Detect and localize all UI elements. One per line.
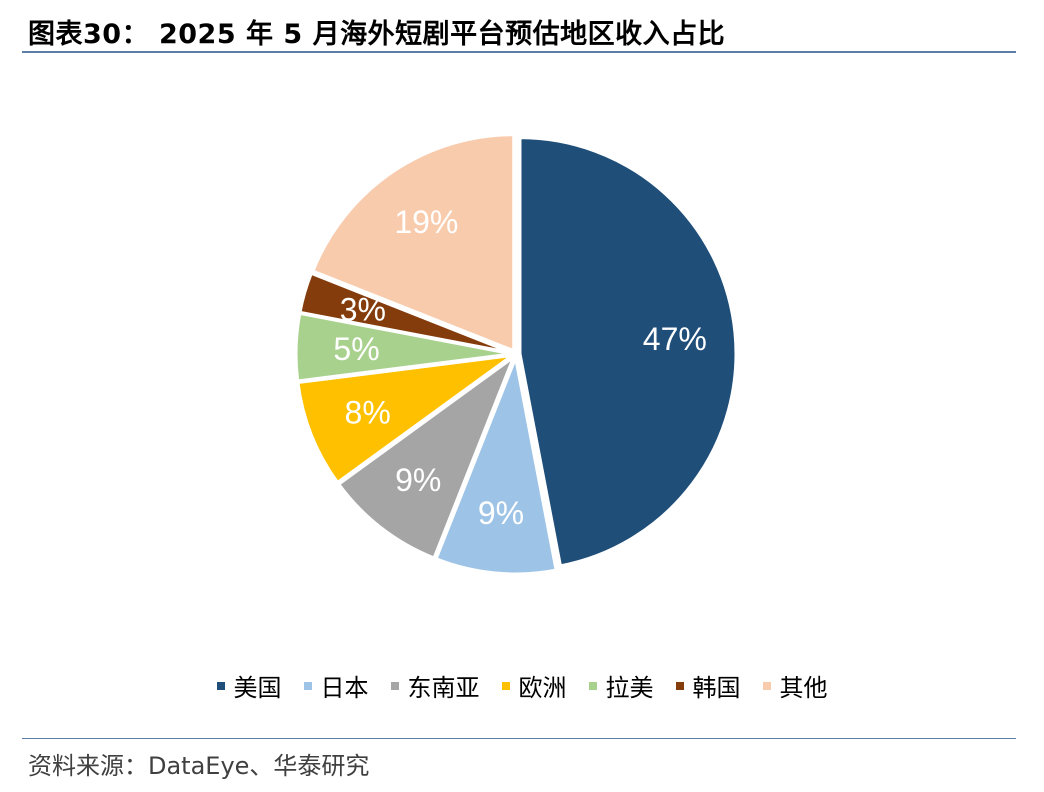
slice-label-0: 47% (643, 321, 707, 357)
pie-slice-6 (310, 133, 516, 353)
pie-slice-5 (298, 271, 513, 355)
pie-slice-0 (518, 136, 738, 568)
legend-item-2: 东南亚 (390, 668, 480, 703)
legend-swatch (501, 681, 510, 690)
legend-item-5: 韩国 (675, 668, 741, 703)
legend-label: 拉美 (605, 674, 654, 702)
title-divider (22, 51, 1016, 53)
slice-label-6: 19% (394, 204, 458, 240)
slice-label-2: 9% (395, 462, 441, 498)
source-note: 资料来源：DataEye、华泰研究 (28, 752, 370, 780)
slice-label-1: 9% (478, 495, 524, 531)
legend-swatch (762, 681, 771, 690)
pie-slice-3 (296, 353, 514, 485)
legend-swatch (303, 681, 312, 690)
chart-legend: 美国 日本 东南亚 欧洲 拉美 韩国 其他 (0, 668, 1044, 703)
pie-chart: 47%9%9%8%5%3%19% (294, 133, 738, 576)
legend-item-0: 美国 (216, 668, 282, 703)
legend-swatch (675, 681, 684, 690)
legend-label: 东南亚 (407, 674, 480, 702)
slice-label-4: 5% (333, 331, 379, 367)
pie-slice-1 (434, 352, 558, 576)
source-divider (22, 738, 1016, 739)
legend-item-6: 其他 (762, 668, 828, 703)
legend-swatch (390, 681, 399, 690)
legend-item-1: 日本 (303, 668, 369, 703)
legend-label: 韩国 (692, 674, 741, 702)
legend-label: 欧洲 (518, 674, 567, 702)
pie-slice-2 (336, 352, 517, 560)
legend-swatch (588, 681, 597, 690)
legend-label: 其他 (779, 674, 828, 702)
chart-title: 图表30： 2025 年 5 月海外短剧平台预估地区收入占比 (28, 19, 726, 50)
slice-label-3: 8% (345, 395, 391, 431)
legend-label: 美国 (233, 674, 282, 702)
legend-label: 日本 (320, 674, 369, 702)
legend-swatch (216, 681, 225, 690)
legend-item-4: 拉美 (588, 668, 654, 703)
legend-item-3: 欧洲 (501, 668, 567, 703)
